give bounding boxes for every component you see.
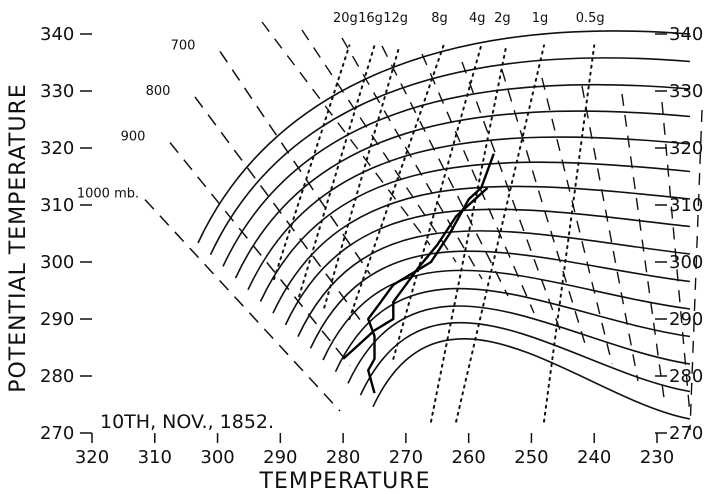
x-tick-label: 300 [200, 447, 234, 468]
y-tick-label-right: 280 [669, 366, 703, 387]
y-tick-label-right: 270 [669, 423, 703, 444]
dry-adiabat-dash-line [501, 69, 587, 348]
moist-adiabat-curve [372, 338, 691, 420]
y-tick-label-right: 300 [669, 252, 703, 273]
moist-adiabat-curve [284, 208, 691, 326]
mixing-ratio-line [348, 44, 445, 320]
x-tick-label: 310 [138, 447, 172, 468]
y-tick-label-right: 310 [669, 195, 703, 216]
mixing-ratio-label: 4g [469, 11, 486, 26]
dry-adiabat-dash-line [421, 53, 535, 314]
y-tick-label-left: 270 [40, 423, 74, 444]
mixing-ratio-label: 20g [333, 11, 358, 26]
mixing-ratio-line [298, 44, 376, 298]
y-tick-label-left: 310 [40, 195, 74, 216]
mixing-ratio-lines: 20g 16g 12g 8g 4g 2g 1g 0.5g [273, 11, 605, 423]
dry-adiabat-dash-line [689, 109, 703, 431]
moist-adiabat-curve [247, 136, 691, 291]
mixing-ratio-line [455, 44, 545, 423]
y-tick-label-left: 320 [40, 138, 74, 159]
axis-ticks [80, 33, 667, 443]
moist-adiabat-curve [272, 185, 691, 314]
sounding-line [367, 153, 495, 394]
moist-adiabat-curve [234, 110, 691, 279]
mixing-ratio-label: 1g [532, 11, 549, 26]
isobar-label: 900 [121, 130, 146, 145]
dry-adiabat-dash-line [381, 45, 509, 297]
x-tick-label: 250 [514, 447, 548, 468]
sounding-series [342, 153, 495, 394]
y-tick-label-right: 290 [669, 309, 703, 330]
isobar-line [194, 96, 361, 321]
mixing-ratio-line [430, 44, 508, 423]
x-tick-label: 280 [326, 447, 360, 468]
moist-adiabat-curves [197, 30, 691, 420]
x-tick-label: 320 [75, 447, 109, 468]
dry-adiabat-dash-line [341, 37, 483, 280]
y-tick-label-left: 280 [40, 366, 74, 387]
x-axis-title: TEMPERATURE [259, 469, 431, 494]
mixing-ratio-label: 12g [383, 11, 408, 26]
moist-adiabat-curve [322, 269, 691, 361]
x-tick-label: 270 [389, 447, 423, 468]
y-tick-label-right: 340 [669, 24, 703, 45]
moist-adiabat-curve [359, 321, 691, 396]
mixing-ratio-line [273, 44, 351, 281]
moist-adiabat-curve [334, 287, 691, 373]
mixing-ratio-label: 8g [431, 11, 448, 26]
isobar-label: 1000 mb. [77, 187, 139, 202]
mixing-ratio-label: 16g [358, 11, 383, 26]
chart-labels: 340 330 320 310 300 290 280 270 340 330 320 310 300 2… [40, 24, 703, 468]
moist-adiabat-curve [297, 230, 691, 337]
dry-adiabat-dash-line [261, 21, 431, 246]
mixing-ratio-label: 2g [494, 11, 511, 26]
y-tick-label-right: 330 [669, 81, 703, 102]
sounding-line [342, 187, 489, 360]
isobar-line [219, 50, 371, 275]
x-tick-label: 290 [263, 447, 297, 468]
x-tick-label: 230 [640, 447, 674, 468]
y-tick-label-left: 340 [40, 24, 74, 45]
isobar-lines: 700 800 900 1000 mb. [77, 38, 371, 412]
dry-adiabat-dash-line [461, 61, 561, 331]
y-tick-label-left: 300 [40, 252, 74, 273]
x-tick-label: 240 [577, 447, 611, 468]
moist-adiabat-curve [259, 161, 691, 302]
moist-adiabat-curve [222, 83, 691, 267]
moist-adiabat-curve [197, 30, 691, 244]
x-tick-label: 260 [451, 447, 485, 468]
y-tick-label-right: 320 [669, 138, 703, 159]
mixing-ratio-line [392, 44, 483, 360]
dry-adiabat-dashes [261, 21, 703, 431]
date-annotation: 10TH, NOV., 1852. [100, 411, 274, 433]
isobar-label: 700 [171, 38, 196, 53]
dry-adiabat-dash-line [581, 85, 639, 382]
mixing-ratio-label: 0.5g [576, 11, 605, 26]
y-tick-label-left: 290 [40, 309, 74, 330]
mixing-ratio-line [543, 44, 596, 423]
moist-adiabat-curve [347, 305, 691, 384]
dry-adiabat-dash-line [661, 101, 691, 416]
isobar-line [169, 142, 351, 366]
y-axis-title: POTENTIAL TEMPERATURE [6, 83, 31, 393]
dry-adiabat-dash-line [621, 93, 665, 399]
isobar-label: 800 [146, 84, 171, 99]
dry-adiabat-dash-line [541, 77, 613, 365]
y-tick-label-left: 330 [40, 81, 74, 102]
isobar-line [144, 199, 341, 412]
